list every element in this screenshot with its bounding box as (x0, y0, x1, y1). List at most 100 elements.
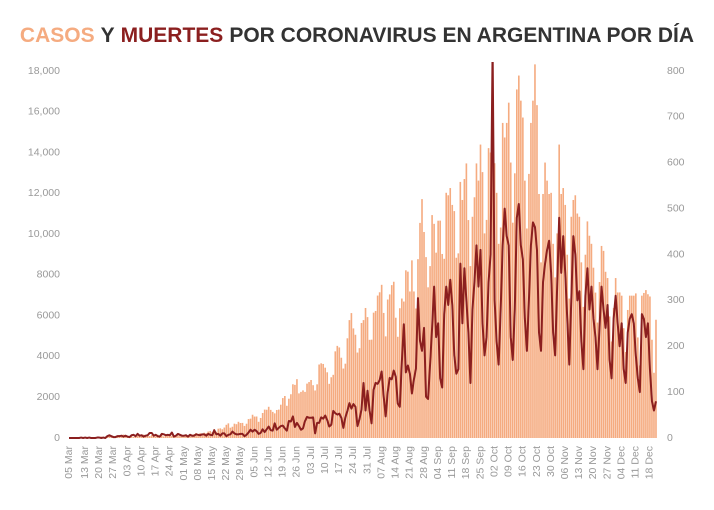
case-bar (320, 363, 322, 438)
plot-area (68, 48, 657, 438)
x-tick-label: 10 Jul (319, 446, 331, 474)
case-bar (403, 302, 405, 438)
case-bar (288, 399, 290, 438)
y2-tick-label: 100 (667, 386, 685, 398)
case-bar (645, 290, 647, 438)
case-bar (361, 323, 363, 438)
x-tick-label: 11 Dec (630, 446, 642, 479)
case-bar (413, 291, 415, 438)
x-tick-label: 02 Oct (488, 446, 500, 477)
x-tick-label: 17 Apr (150, 445, 162, 476)
case-bar (308, 382, 310, 438)
case-bar (290, 394, 292, 438)
x-tick-label: 30 Oct (545, 446, 557, 477)
case-bar (278, 410, 280, 438)
case-bar (345, 364, 347, 438)
x-tick-label: 21 Aug (404, 446, 416, 479)
case-bar (389, 294, 391, 438)
case-bar (427, 287, 429, 438)
case-bar (256, 416, 258, 438)
case-bar (447, 195, 449, 438)
case-bar (332, 375, 334, 438)
y-tick-label: 18,000 (28, 65, 60, 77)
case-bar (367, 317, 369, 438)
case-bar (248, 419, 250, 438)
y-tick-label: 8000 (37, 269, 61, 281)
case-bar (435, 253, 437, 438)
case-bar (655, 320, 657, 438)
case-bar (591, 244, 593, 438)
x-tick-label: 18 Dec (644, 446, 656, 479)
y2-tick-label: 500 (667, 202, 685, 214)
case-bar (336, 346, 338, 438)
case-bar (258, 422, 260, 438)
case-bar (421, 199, 423, 438)
x-tick-label: 05 Jun (248, 446, 260, 478)
x-tick-label: 27 Nov (601, 445, 613, 479)
y2-tick-label: 700 (667, 111, 685, 123)
case-bar (574, 195, 576, 438)
case-bar (264, 410, 266, 438)
case-bar (532, 101, 534, 438)
x-tick-label: 16 Oct (517, 446, 529, 477)
case-bar (338, 347, 340, 438)
case-bar (506, 123, 508, 438)
case-bar (318, 365, 320, 438)
x-tick-label: 22 May (220, 445, 232, 480)
case-bar (548, 194, 550, 438)
case-bar (266, 410, 268, 438)
case-bar (302, 390, 304, 438)
y2-tick-label: 300 (667, 294, 685, 306)
x-tick-label: 17 Jul (333, 446, 345, 474)
y-tick-label: 16,000 (28, 106, 60, 118)
y2-tick-label: 400 (667, 248, 685, 260)
case-bar (504, 137, 506, 438)
case-bar (593, 268, 595, 438)
case-bar (282, 398, 284, 438)
case-bar (391, 285, 393, 438)
case-bar (589, 236, 591, 438)
x-tick-label: 24 Apr (164, 445, 176, 476)
case-bar (284, 396, 286, 438)
y2-tick-label: 0 (667, 432, 673, 444)
x-tick-label: 26 Jun (291, 446, 303, 478)
x-tick-label: 10 Apr (135, 445, 147, 476)
case-bar (353, 328, 355, 438)
x-tick-label: 28 Aug (418, 446, 430, 479)
case-bar (546, 181, 548, 438)
x-tick-label: 18 Sep (460, 446, 472, 479)
x-tick-label: 23 Oct (531, 446, 543, 477)
case-bar (518, 76, 520, 438)
x-tick-label: 13 Mar (79, 446, 91, 479)
case-bar (564, 205, 566, 438)
case-bar (349, 320, 351, 438)
case-bar (520, 101, 522, 438)
case-bar (363, 320, 365, 438)
x-tick-label: 11 Sep (446, 446, 458, 479)
case-bar (607, 278, 609, 438)
case-bar (326, 372, 328, 438)
title-connector: Y (101, 24, 115, 47)
case-bar (449, 188, 451, 438)
x-tick-label: 19 Jun (277, 446, 289, 478)
case-bar (252, 415, 254, 438)
case-bar (296, 379, 298, 438)
case-bar (643, 293, 645, 438)
x-tick-label: 27 Mar (107, 446, 119, 479)
x-tick-label: 03 Apr (121, 445, 133, 476)
case-bar (369, 340, 371, 438)
case-bar (355, 335, 357, 438)
case-bar (387, 300, 389, 438)
case-bar (236, 424, 238, 438)
case-bar (347, 338, 349, 438)
case-bar (240, 423, 242, 438)
y-tick-label: 4000 (37, 350, 61, 362)
case-bar (595, 293, 597, 438)
case-bar (268, 407, 270, 438)
case-bar (478, 181, 480, 438)
case-bar (254, 417, 256, 438)
case-bar (310, 380, 312, 438)
case-bar (605, 272, 607, 438)
x-tick-label: 31 Jul (361, 446, 373, 474)
